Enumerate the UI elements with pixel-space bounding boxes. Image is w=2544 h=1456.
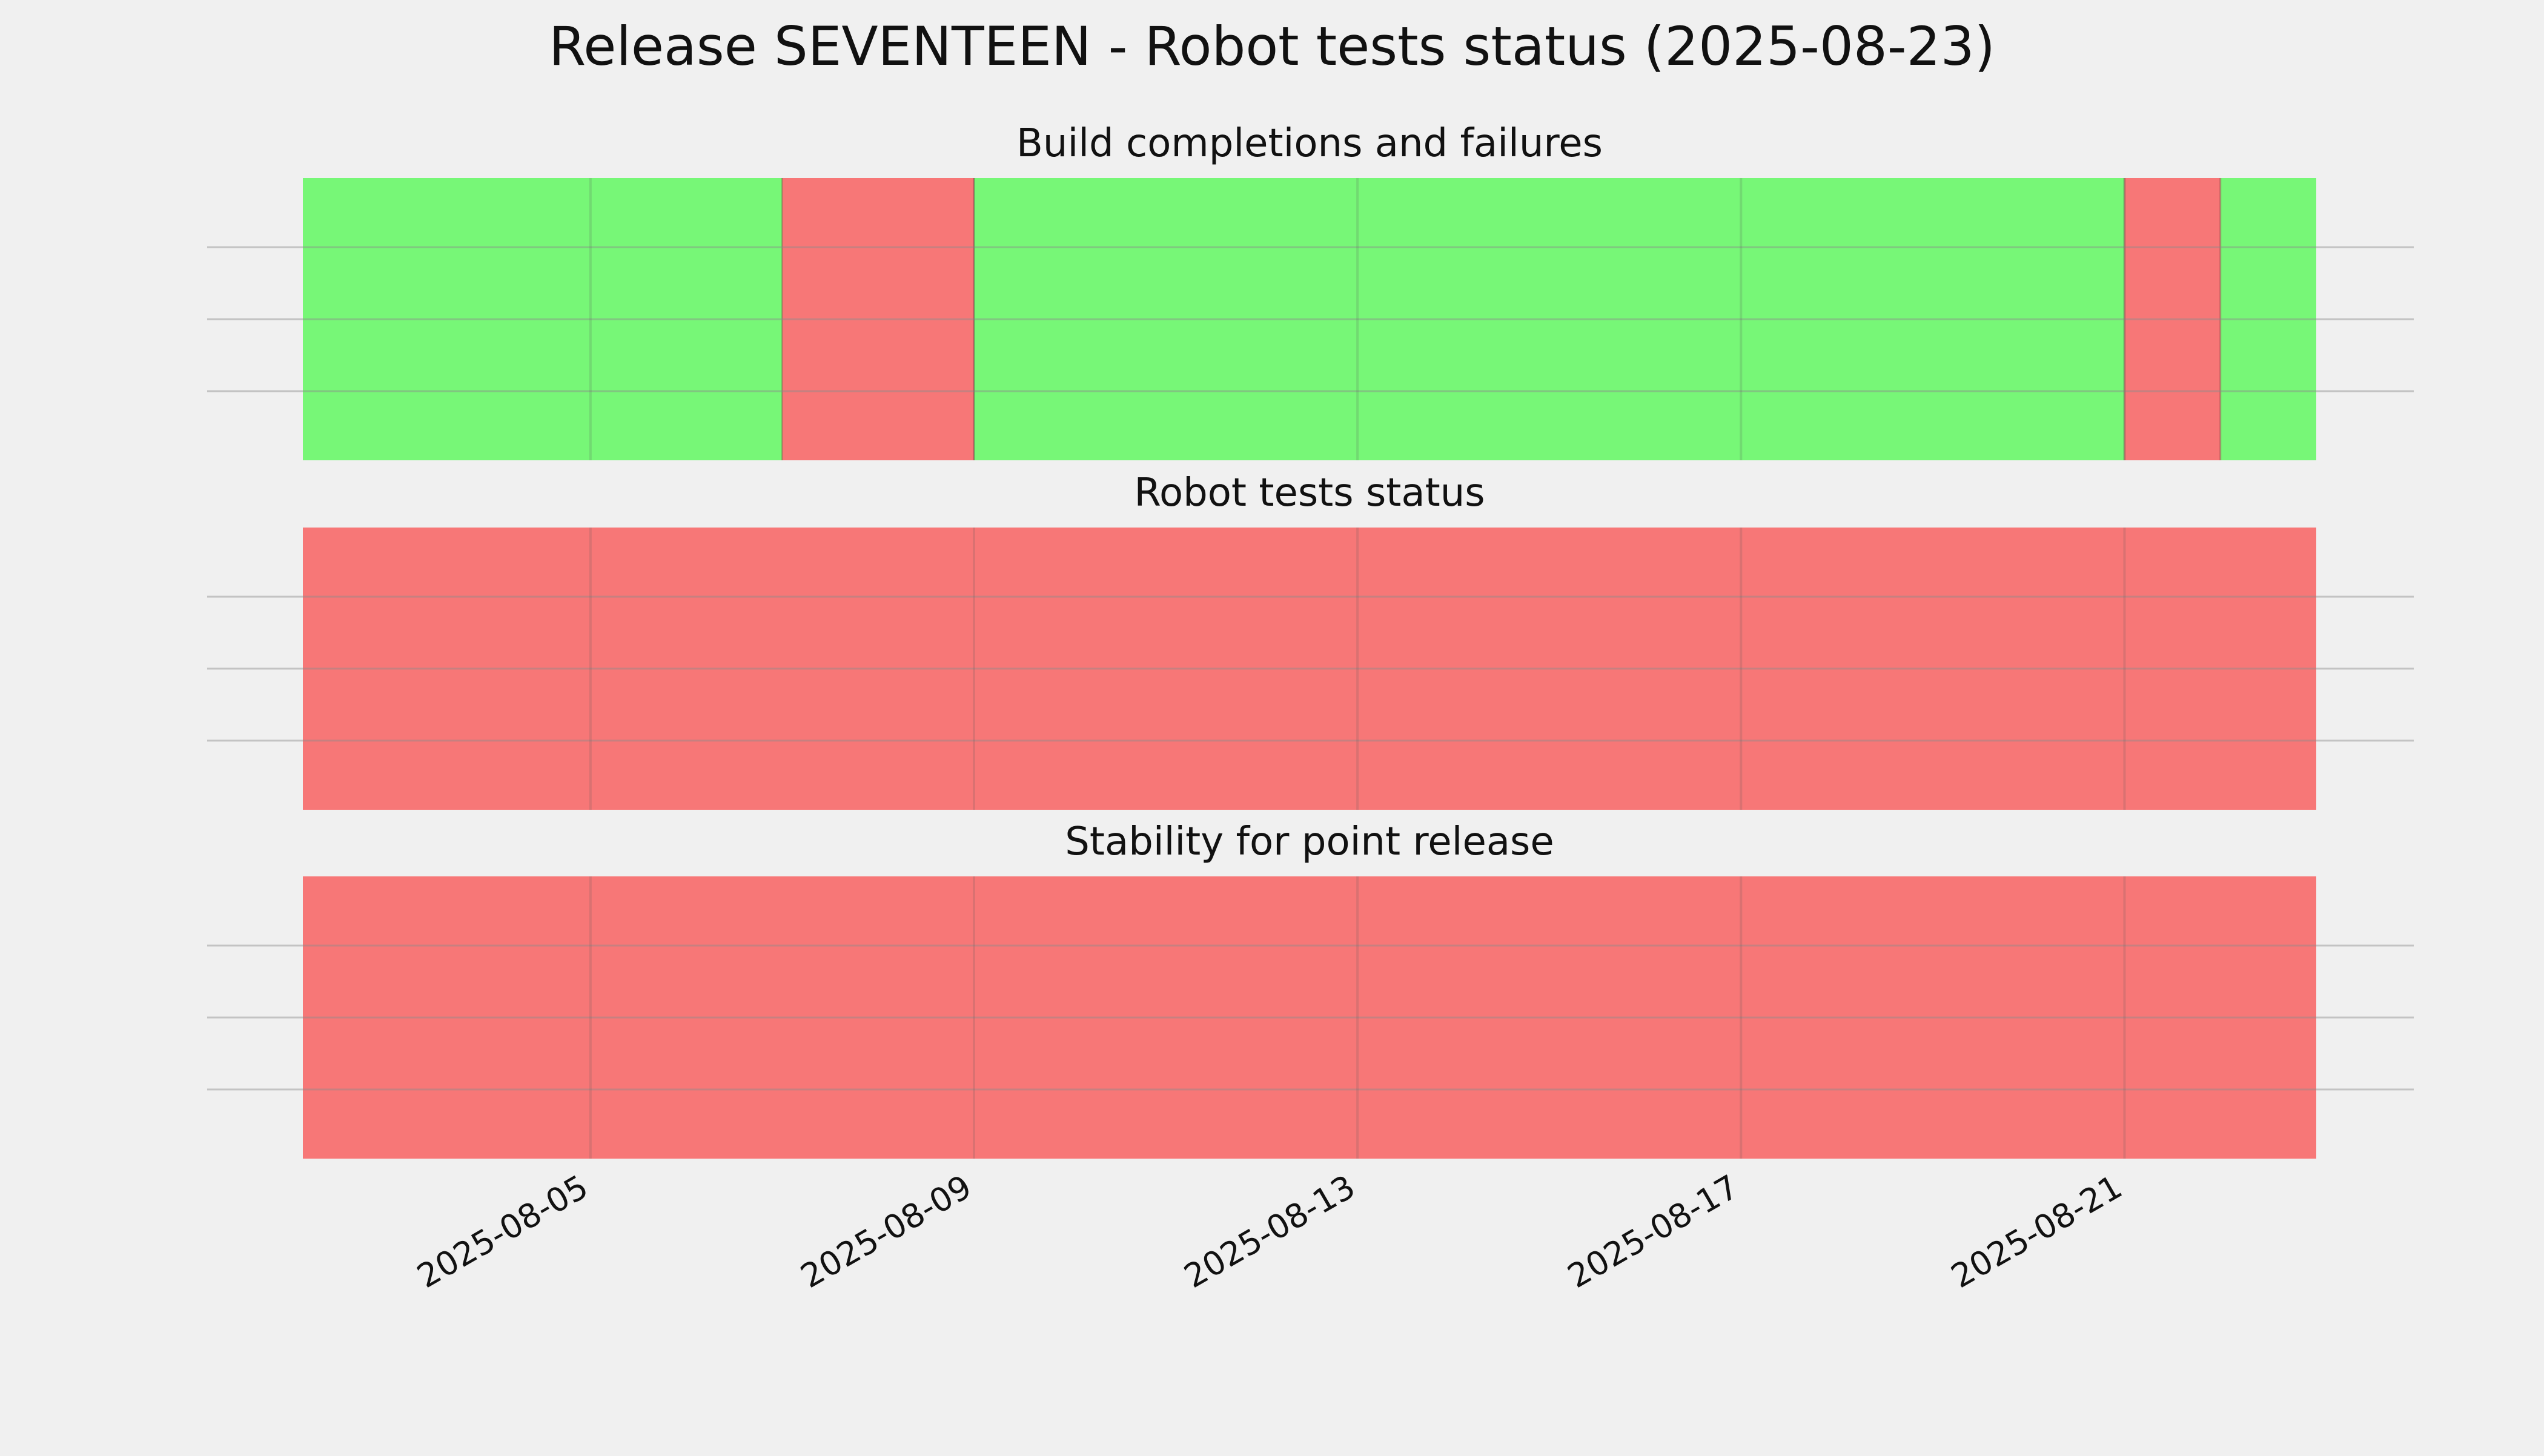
status-segment-pass — [974, 178, 2125, 460]
panel-title: Build completions and failures — [1016, 121, 1603, 166]
panel-2: Robot tests status — [207, 471, 2414, 810]
panel-title: Stability for point release — [1065, 819, 1554, 864]
status-segment-fail — [2124, 178, 2221, 460]
panel-3: Stability for point release — [207, 819, 2414, 1159]
panels-layer: Build completions and failures Robot test… — [207, 121, 2414, 1159]
panel-title: Robot tests status — [1134, 471, 1485, 515]
status-segment-pass — [303, 178, 783, 460]
status-segment-fail — [303, 876, 2316, 1159]
status-segment-pass — [2220, 178, 2316, 460]
chart-title: Release SEVENTEEN - Robot tests status (… — [549, 15, 1995, 78]
status-segment-fail — [782, 178, 974, 460]
status-segment-fail — [303, 528, 2316, 810]
panel-1: Build completions and failures — [207, 121, 2414, 460]
